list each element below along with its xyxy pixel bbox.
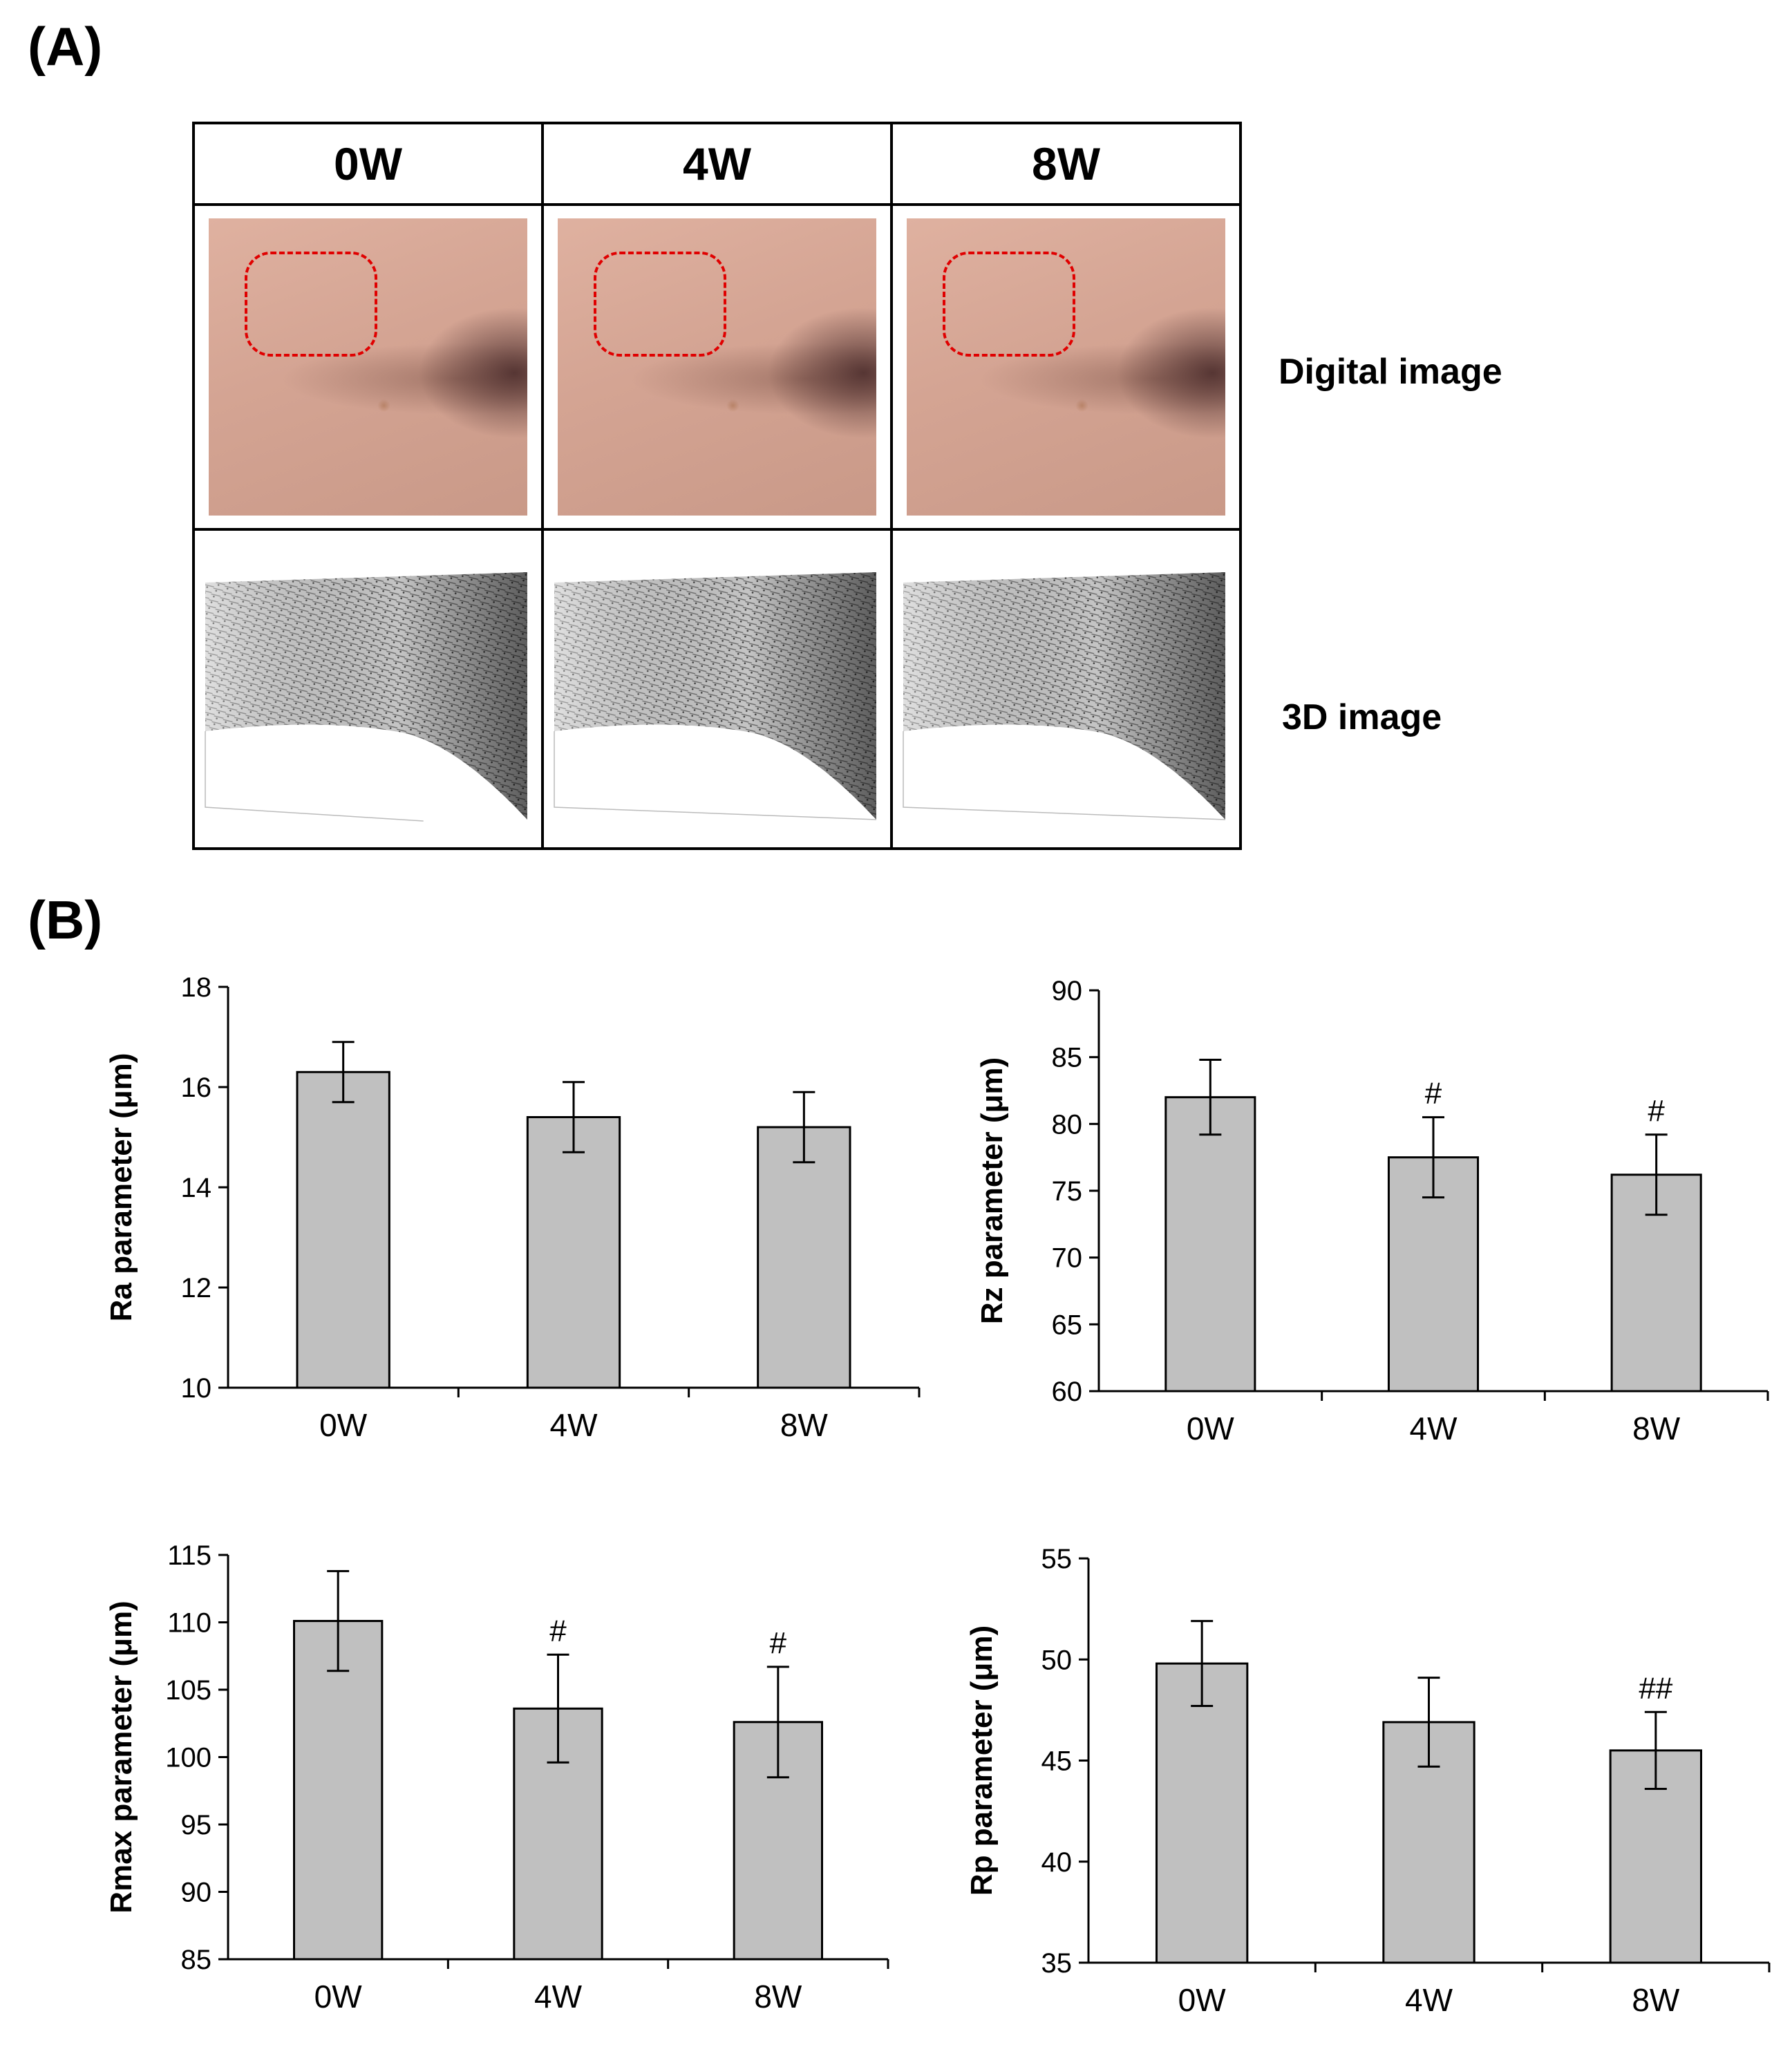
rz-y-axis-label: Rz parameter (μm) [975, 1057, 1009, 1324]
x-tick-label: 8W [780, 1407, 829, 1443]
digital-image-label: Digital image [1279, 352, 1502, 392]
skin-photo [209, 218, 527, 516]
rmax-chart: 85 90 95 100 105 110 115 0W #4W #8W Rmax parameter… [104, 1540, 889, 2015]
column-title-8w: 8W [1032, 138, 1100, 189]
column-title-4w: 4W [544, 124, 893, 203]
3d-image-row [195, 531, 1239, 847]
digital-image-cell [544, 206, 893, 528]
x-tick-label: 4W [1410, 1411, 1458, 1446]
y-tick-label: 70 [1052, 1243, 1083, 1274]
digital-image-row [195, 206, 1239, 531]
roi-box [245, 252, 377, 357]
rp-chart: 35 40 45 50 55 0W 4W ## 8W Rp parameter (μm) [965, 1544, 1771, 2018]
panel-b-label: (B) [28, 889, 103, 950]
photo-grid: 0W 4W 8W [192, 122, 1242, 850]
y-tick-label: 80 [1052, 1109, 1083, 1140]
y-tick-label: 65 [1052, 1310, 1083, 1340]
significance-marker: # [1648, 1094, 1665, 1128]
x-tick-label: 0W [319, 1407, 368, 1443]
significance-marker: # [770, 1626, 787, 1660]
y-tick-label: 115 [167, 1540, 211, 1571]
x-tick-label: 4W [534, 1979, 583, 2015]
surface-3d-cell [544, 531, 893, 847]
y-tick-label: 14 [181, 1173, 212, 1203]
x-tick-label: 8W [1632, 1982, 1680, 2018]
skin-photo [907, 218, 1225, 516]
skin-photo [558, 218, 876, 516]
y-tick-label: 10 [181, 1373, 212, 1404]
digital-image-cell [893, 206, 1239, 528]
surface-3d-render [554, 572, 876, 820]
x-tick-label: 4W [550, 1407, 598, 1443]
bar-0w [1156, 1662, 1249, 1964]
y-tick-label: 105 [165, 1675, 211, 1706]
y-tick-label: 18 [181, 972, 212, 1003]
bar-0w [293, 1620, 384, 1961]
y-tick-label: 75 [1052, 1176, 1083, 1207]
surface-3d-render [903, 572, 1225, 820]
bar-0w [1164, 1096, 1256, 1393]
y-tick-label: 45 [1041, 1746, 1073, 1777]
rz-chart: 60 65 70 75 80 85 90 0W #4W #8W Rz parameter (μm) [975, 976, 1769, 1446]
x-tick-label: 8W [1632, 1411, 1681, 1446]
y-tick-label: 55 [1041, 1544, 1073, 1574]
3d-image-label: 3D image [1282, 697, 1442, 737]
week-header-row: 0W 4W 8W [195, 124, 1239, 206]
bar-8w [757, 1126, 851, 1389]
panel-a-label: (A) [28, 16, 103, 77]
bar-4w [526, 1116, 621, 1389]
x-tick-label: 0W [1178, 1982, 1227, 2018]
rp-y-axis-label: Rp parameter (μm) [965, 1625, 999, 1896]
roi-box [594, 252, 726, 357]
surface-3d-cell [893, 531, 1239, 847]
roi-box [943, 252, 1075, 357]
y-tick-label: 40 [1041, 1847, 1073, 1878]
rmax-y-axis-label: Rmax parameter (μm) [104, 1601, 138, 1913]
y-tick-label: 100 [165, 1743, 211, 1773]
surface-3d-cell [195, 531, 544, 847]
y-tick-label: 90 [181, 1878, 212, 1908]
y-tick-label: 16 [181, 1073, 212, 1103]
x-tick-label: 0W [314, 1979, 363, 2015]
x-tick-label: 0W [1187, 1411, 1235, 1446]
bar-0w [296, 1070, 390, 1389]
y-tick-label: 12 [181, 1273, 212, 1303]
significance-marker: # [549, 1614, 567, 1648]
surface-3d-render [205, 572, 527, 822]
x-tick-label: 8W [754, 1979, 802, 2015]
y-tick-label: 85 [1052, 1043, 1083, 1073]
ra-chart: 10 12 14 16 18 0W 4W 8W Ra parameter (μm) [104, 972, 921, 1443]
column-title-0w: 0W [195, 124, 544, 203]
y-tick-label: 95 [181, 1810, 212, 1840]
y-tick-label: 85 [181, 1945, 212, 1975]
y-tick-label: 110 [167, 1608, 211, 1639]
significance-marker: # [1425, 1077, 1442, 1111]
digital-image-cell [195, 206, 544, 528]
y-tick-label: 35 [1041, 1948, 1073, 1979]
ra-y-axis-label: Ra parameter (μm) [104, 1053, 138, 1322]
y-tick-label: 90 [1052, 976, 1083, 1006]
y-tick-label: 60 [1052, 1377, 1083, 1407]
x-tick-label: 4W [1405, 1982, 1453, 2018]
significance-marker: ## [1639, 1671, 1672, 1705]
y-tick-label: 50 [1041, 1645, 1073, 1675]
